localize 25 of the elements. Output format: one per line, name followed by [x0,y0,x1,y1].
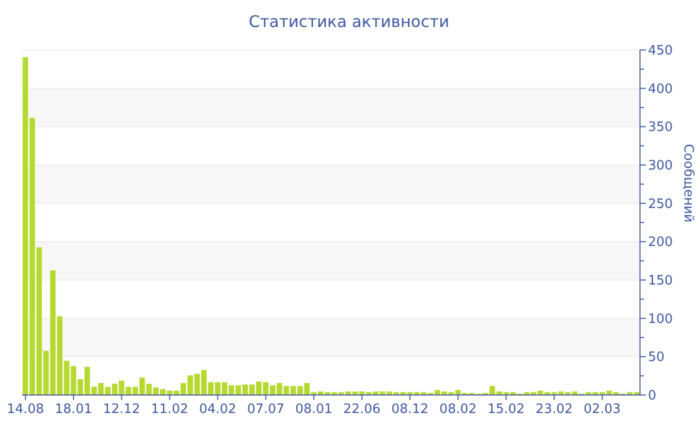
y-tick-label: 0 [648,388,656,404]
x-tick-label: 12.12 [102,402,140,417]
y-tick-label: 400 [648,82,673,97]
x-tick-label: 11.02 [151,402,188,417]
y-tick-label: 100 [648,312,673,327]
y-tick-label: 350 [648,120,673,136]
x-tick-label: 08.02 [439,402,477,417]
x-tick-label: 07.07 [247,402,284,417]
y-tick-label: 300 [648,158,673,174]
y-tick-label: 250 [648,196,673,212]
x-tick-label: 02.03 [584,402,621,417]
x-tick-label: 23.02 [536,402,573,417]
x-tick-label: 14.08 [6,402,44,417]
x-tick-label: 15.02 [487,402,525,417]
x-tick-label: 08.01 [295,402,332,417]
x-tick-label: 08.12 [391,402,429,417]
y-tick-label: 200 [648,235,673,250]
x-tick-label: 22.06 [343,402,381,417]
x-tick-label: 18.01 [54,402,92,417]
y-tick-label: 450 [648,44,673,59]
y-tick-label: 50 [648,350,665,366]
y-tick-label: 150 [648,274,673,289]
x-tick-label: 04.02 [199,402,236,417]
chart-title: Статистика активности [248,12,450,31]
y-axis-title: Сообщений [680,144,696,222]
